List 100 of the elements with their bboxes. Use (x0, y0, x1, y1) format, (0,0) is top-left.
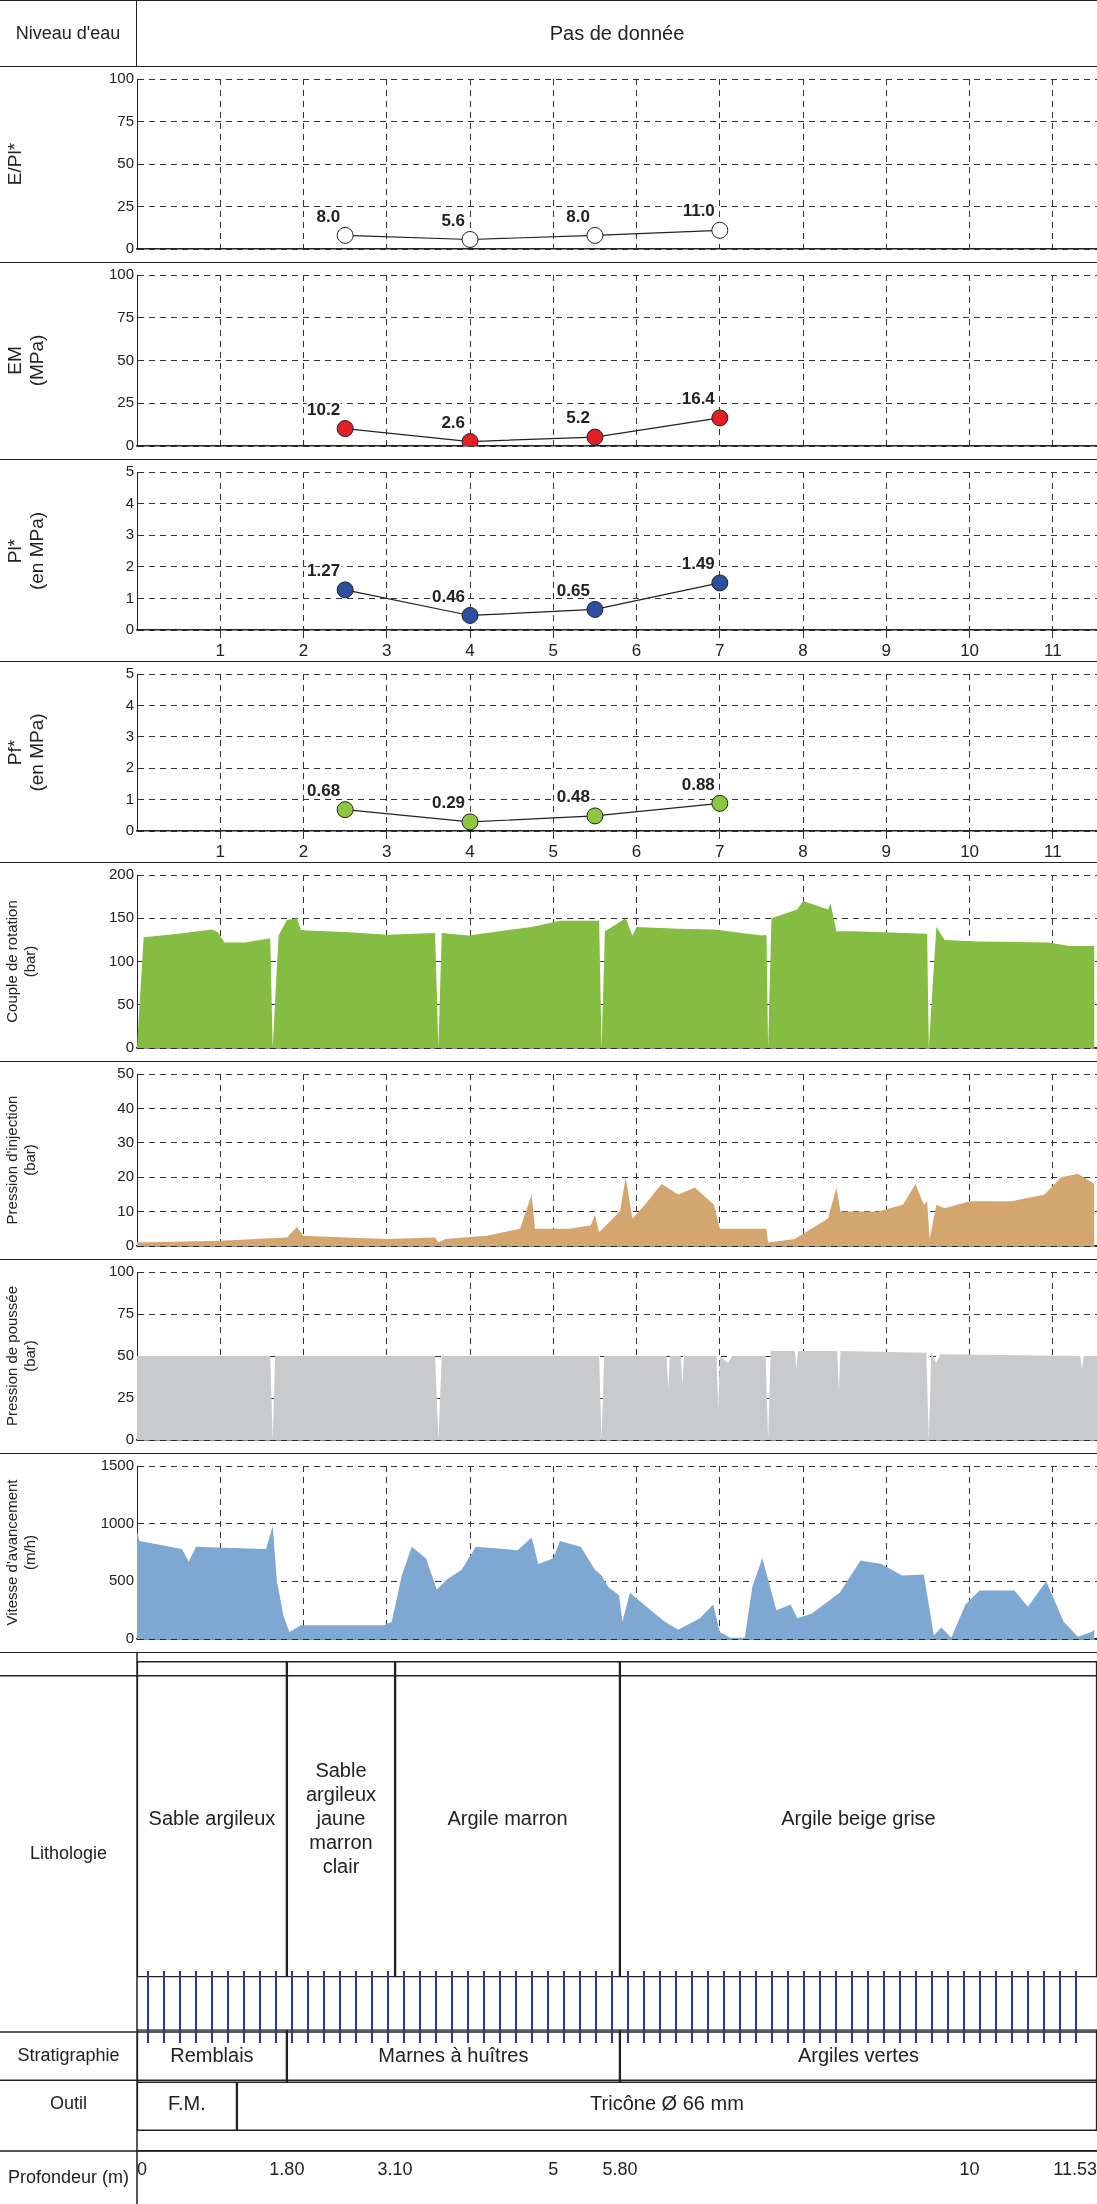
y-tick-label: 5 (125, 664, 134, 682)
x-tick-label: 7 (715, 841, 725, 861)
data-label: 0.88 (681, 774, 715, 794)
point (711, 574, 729, 592)
data-label: 0.65 (556, 580, 590, 600)
x-tick-label: 5 (548, 841, 559, 861)
point (586, 226, 604, 244)
y-axis-title: Pf* (en MPa) (3, 713, 48, 792)
y-tick-label: 2 (125, 758, 134, 776)
y-tick-label: 3 (125, 726, 134, 744)
x-tick-label: 9 (881, 640, 892, 660)
y-tick-label: 0 (125, 239, 134, 257)
x-tick-label: 4 (465, 841, 475, 861)
y-tick-label: 1 (125, 789, 134, 807)
point (711, 221, 729, 239)
point (711, 794, 729, 812)
y-tick-label: 0 (125, 436, 134, 454)
data-label: 5.6 (441, 210, 466, 230)
y-tick-label: Outil (49, 2093, 88, 2114)
y-tick-label: 25 (117, 393, 134, 411)
data-label: 1.27 (307, 561, 341, 581)
data-label: 1.49 (681, 554, 715, 574)
y-tick-label: 4 (125, 493, 134, 511)
data-label: 0.46 (431, 586, 466, 606)
text: Niveau d'eau (0, 1, 137, 66)
y-tick-label: 40 (117, 1098, 134, 1116)
x-tick-label: 9 (881, 841, 892, 861)
y-tick-label: 50 (117, 994, 134, 1012)
y-tick-label: 25 (117, 1388, 134, 1406)
y-tick-label: Lithologie (29, 1842, 108, 1863)
y-tick-label: 30 (117, 1132, 134, 1150)
y-tick-label: 75 (117, 111, 134, 129)
y-tick-label: 50 (117, 1064, 134, 1082)
y-tick-label: 3 (125, 525, 134, 543)
point (586, 600, 604, 618)
y-tick-label: 150 (108, 908, 134, 926)
y-tick-label: 100 (108, 265, 134, 283)
y-tick-label: 1000 (100, 1513, 134, 1531)
x-tick-label: 6 (631, 640, 642, 660)
y-tick-label: 75 (117, 307, 134, 325)
x-tick-label: 11 (1044, 640, 1062, 660)
x-tick-label: 3.10 (377, 2158, 413, 2179)
x-axis-title: Profondeur (m) (7, 2166, 130, 2187)
y-tick-label: 75 (117, 1304, 134, 1322)
x-tick-label: 10 (959, 2158, 980, 2179)
y-tick-label: 50 (117, 154, 134, 172)
x-tick-label: 3 (382, 841, 392, 861)
x-tick-label: 2 (298, 640, 309, 660)
x-tick-label: 8 (798, 841, 808, 861)
series-label: Tricône Ø 66 mm (590, 2091, 744, 2114)
series-label: Argile marron (447, 1806, 568, 1829)
x-tick-label: 11 (1044, 841, 1062, 861)
x-tick-label: 7 (715, 640, 725, 660)
y-tick-label: 0 (125, 821, 134, 839)
y-tick-label: 100 (108, 1262, 134, 1280)
point (461, 606, 479, 624)
y-axis-title: EM (MPa) (3, 334, 48, 387)
x-tick-label: 3 (382, 640, 392, 660)
y-axis-title: Couple de rotation (bar) (3, 900, 39, 1023)
y-tick-label: 0 (125, 620, 134, 638)
text: Pas de donnée (548, 21, 686, 46)
y-tick-label: 50 (117, 1346, 134, 1364)
point (461, 230, 479, 248)
series-label: Sable argileux jaune marron clair (305, 1758, 377, 1877)
y-axis-title: Pression d'injection (bar) (3, 1095, 39, 1225)
y-tick-label: 100 (108, 69, 134, 87)
x-tick-label: 4 (465, 640, 475, 660)
point (586, 807, 604, 825)
point (336, 581, 354, 599)
x-tick-label: 5 (548, 640, 559, 660)
y-tick-label: 50 (117, 350, 134, 368)
y-tick-label: 5 (125, 462, 134, 480)
y-tick-label: 500 (108, 1571, 134, 1589)
x-tick-label: 1.80 (269, 2158, 305, 2179)
point (336, 801, 354, 819)
x-tick-label: 10 (960, 640, 980, 660)
y-axis-title: E/Pl* (3, 142, 25, 186)
data-label: 5.2 (566, 408, 590, 428)
y-tick-label: 4 (125, 695, 134, 713)
x-tick-label: 5.80 (602, 2158, 638, 2179)
x-tick-label: 5 (548, 2158, 559, 2179)
data-label: 0.29 (431, 793, 466, 813)
x-tick-label: 1 (215, 841, 225, 861)
point (336, 226, 354, 244)
y-tick-label: 0 (125, 1038, 134, 1056)
y-tick-label: Stratigraphie (17, 2045, 120, 2066)
y-tick-label: 10 (117, 1201, 134, 1219)
data-label: 8.0 (316, 206, 341, 226)
data-label: 0.48 (556, 787, 590, 807)
y-tick-label: 0 (125, 1236, 134, 1254)
y-tick-label: 1500 (100, 1456, 134, 1474)
y-tick-label: 1 (125, 588, 134, 606)
data-label: 16.4 (681, 389, 716, 409)
data-label: 0.68 (307, 780, 341, 800)
x-tick-label: 8 (798, 640, 808, 660)
data-label: 2.6 (441, 412, 466, 432)
series-label: F.M. (168, 2091, 206, 2114)
x-tick-label: 2 (298, 841, 309, 861)
series-label: Marnes à huîtres (378, 2043, 529, 2066)
y-tick-label: 20 (117, 1167, 134, 1185)
